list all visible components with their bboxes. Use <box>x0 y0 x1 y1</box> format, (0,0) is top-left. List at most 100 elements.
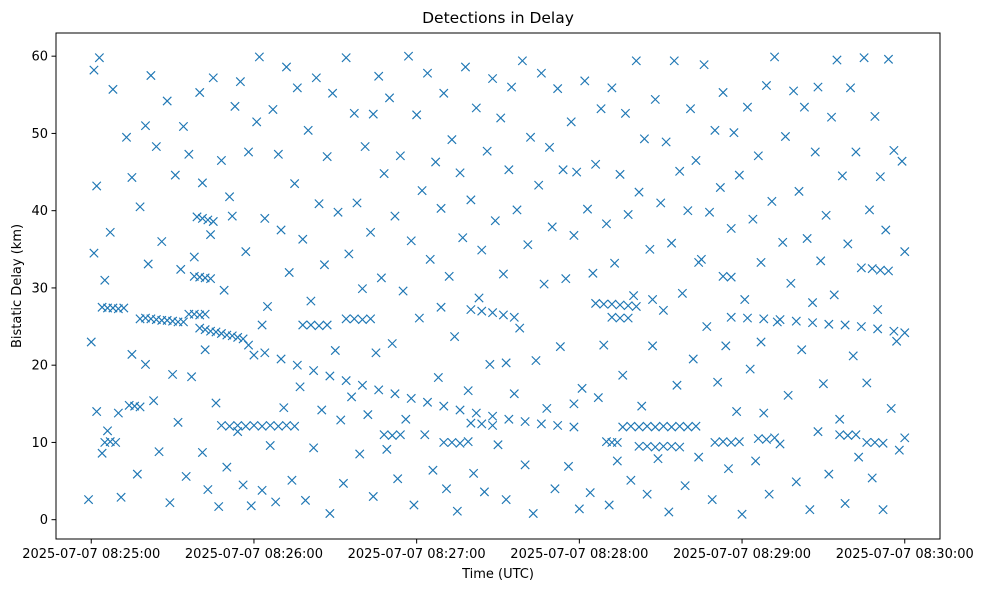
y-axis-title: Bistatic Delay (km) <box>10 224 25 348</box>
data-point <box>422 397 433 407</box>
data-point <box>726 223 736 234</box>
data-point <box>249 350 259 360</box>
data-point <box>829 290 839 300</box>
data-point <box>813 82 823 92</box>
data-point <box>393 474 403 484</box>
data-point <box>208 73 218 83</box>
data-point <box>601 219 612 229</box>
plot-area-frame <box>55 32 941 540</box>
data-point <box>642 421 652 431</box>
data-point <box>94 53 104 63</box>
data-point <box>471 408 481 418</box>
data-point <box>336 415 346 425</box>
data-point <box>195 323 205 333</box>
data-point <box>577 383 587 393</box>
data-point <box>607 312 617 322</box>
data-point <box>387 338 397 349</box>
data-point <box>306 320 316 330</box>
data-point <box>851 147 861 157</box>
data-point <box>363 410 373 420</box>
data-point <box>688 354 698 364</box>
data-point <box>246 501 256 511</box>
data-point <box>618 370 628 380</box>
data-point <box>525 132 536 142</box>
data-point <box>127 349 137 359</box>
data-point <box>558 165 568 175</box>
data-point <box>824 319 834 329</box>
data-point <box>284 267 294 278</box>
data-point <box>365 314 376 324</box>
data-point <box>111 437 121 448</box>
data-point <box>355 449 365 459</box>
data-point <box>805 505 815 515</box>
data-point <box>897 156 907 166</box>
data-point <box>683 206 693 216</box>
data-point <box>102 426 113 436</box>
data-point <box>628 291 639 301</box>
data-point <box>862 378 872 388</box>
data-point <box>197 447 208 458</box>
data-point <box>721 341 731 351</box>
data-point <box>501 358 511 368</box>
data-point <box>620 108 631 118</box>
data-point <box>677 288 687 298</box>
y-tick-label: 60 <box>31 50 48 65</box>
data-point <box>140 359 151 370</box>
data-point <box>561 274 571 284</box>
data-point <box>479 487 490 497</box>
data-point <box>742 313 753 323</box>
data-point <box>252 117 262 127</box>
data-point <box>298 234 308 244</box>
data-point <box>425 254 435 264</box>
data-point <box>637 401 647 411</box>
data-point <box>325 508 335 519</box>
data-point <box>873 324 883 334</box>
data-point <box>149 396 159 406</box>
data-point <box>89 248 99 258</box>
data-point <box>216 328 227 339</box>
data-point <box>241 421 251 431</box>
data-point <box>279 403 289 413</box>
data-point <box>826 112 837 122</box>
x-tick-label: 2025-07-07 08:28:00 <box>510 547 648 562</box>
data-point <box>463 437 473 447</box>
data-point <box>157 236 167 247</box>
data-point <box>317 405 327 415</box>
data-point <box>439 437 449 448</box>
data-point <box>368 491 378 502</box>
data-point <box>314 321 324 331</box>
data-point <box>490 216 500 226</box>
data-point <box>854 452 864 462</box>
data-point <box>623 313 633 323</box>
data-point <box>295 382 305 392</box>
data-point <box>466 304 476 315</box>
data-point <box>105 227 115 237</box>
data-point <box>569 422 579 432</box>
data-point <box>515 323 525 333</box>
data-point <box>745 364 755 374</box>
data-point <box>835 414 845 424</box>
data-point <box>233 332 243 342</box>
data-point <box>290 421 300 431</box>
data-point <box>108 84 118 95</box>
data-point <box>883 54 894 64</box>
data-point <box>553 420 563 431</box>
data-point <box>205 274 216 284</box>
data-point <box>398 286 408 296</box>
data-point <box>243 340 254 350</box>
data-point <box>737 509 747 519</box>
data-point <box>433 372 443 383</box>
data-point <box>241 247 251 257</box>
data-point <box>458 233 468 243</box>
data-point <box>119 303 129 313</box>
data-point <box>113 408 123 418</box>
data-point <box>669 56 679 66</box>
data-markers <box>83 51 910 519</box>
data-point <box>271 497 281 507</box>
data-point <box>569 399 579 409</box>
x-tick-label: 2025-07-07 08:29:00 <box>673 547 811 562</box>
data-point <box>761 80 772 91</box>
data-point <box>395 430 405 440</box>
